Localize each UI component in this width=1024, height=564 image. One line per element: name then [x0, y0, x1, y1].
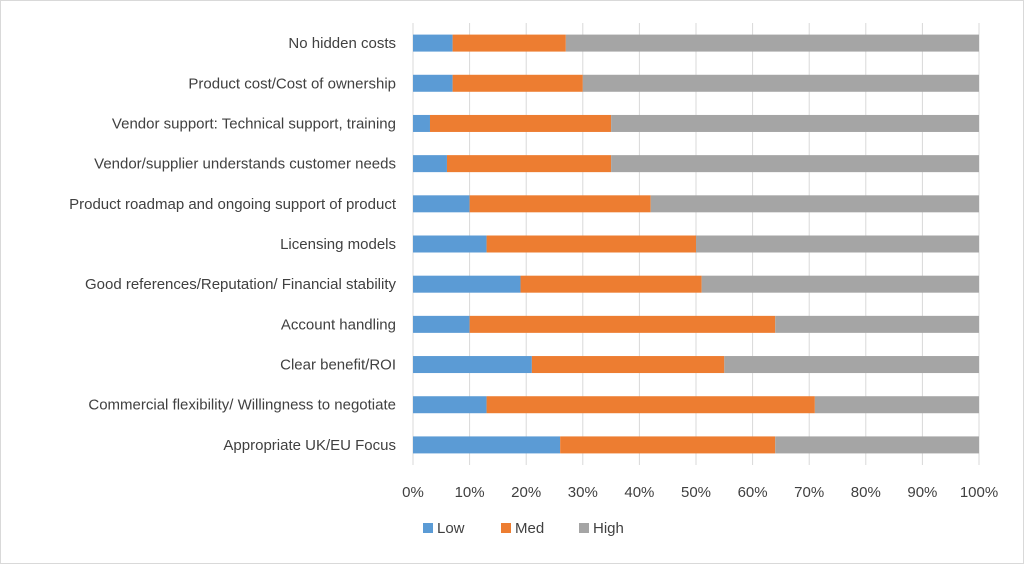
- x-tick-label: 30%: [568, 484, 598, 501]
- bar-med: [446, 155, 612, 173]
- x-tick-label: 0%: [402, 484, 424, 501]
- bar-high: [775, 436, 979, 454]
- bar-high: [696, 235, 979, 253]
- bar-high: [582, 74, 979, 92]
- bar-med: [429, 114, 612, 132]
- category-label: No hidden costs: [288, 35, 396, 52]
- bar-low: [413, 356, 532, 374]
- bar-med: [520, 275, 702, 293]
- bar-high: [701, 275, 979, 293]
- x-tick-label: 70%: [794, 484, 824, 501]
- bar-low: [413, 155, 447, 173]
- bar-low: [413, 195, 470, 213]
- bar-low: [413, 315, 470, 333]
- bar-high: [724, 356, 979, 374]
- legend-label-med: Med: [515, 520, 544, 537]
- bar-med: [469, 195, 651, 213]
- legend-label-high: High: [593, 520, 624, 537]
- x-tick-label: 20%: [511, 484, 541, 501]
- category-label: Good references/Reputation/ Financial st…: [85, 276, 397, 293]
- bar-low: [413, 235, 487, 253]
- x-tick-labels: 0% 10% 20% 30% 40% 50% 60% 70% 80% 90% 100%: [402, 484, 998, 501]
- bar-high: [814, 396, 979, 414]
- bar-high: [650, 195, 979, 213]
- legend-swatch-med: [501, 523, 511, 533]
- legend-swatch-high: [579, 523, 589, 533]
- bar-low: [413, 436, 561, 454]
- category-label: Vendor support: Technical support, train…: [112, 115, 396, 132]
- category-label: Account handling: [281, 316, 396, 333]
- category-labels: No hidden costs Product cost/Cost of owne…: [69, 35, 397, 454]
- x-tick-label: 10%: [455, 484, 485, 501]
- bar-med: [486, 396, 815, 414]
- x-tick-label: 90%: [907, 484, 937, 501]
- bar-low: [413, 74, 453, 92]
- bar-low: [413, 275, 521, 293]
- legend-label-low: Low: [437, 520, 465, 537]
- bar-med: [452, 34, 566, 52]
- x-tick-label: 40%: [624, 484, 654, 501]
- bar-high: [565, 34, 979, 52]
- x-tick-label: 100%: [960, 484, 998, 501]
- x-tick-label: 80%: [851, 484, 881, 501]
- bar-low: [413, 114, 430, 132]
- category-label: Appropriate UK/EU Focus: [223, 437, 396, 454]
- bar-med: [486, 235, 696, 253]
- bar-med: [560, 436, 776, 454]
- bar-med: [452, 74, 583, 92]
- legend-swatch-low: [423, 523, 433, 533]
- category-label: Clear benefit/ROI: [280, 357, 396, 374]
- category-label: Product cost/Cost of ownership: [188, 75, 396, 92]
- x-tick-label: 50%: [681, 484, 711, 501]
- category-label: Commercial flexibility/ Willingness to n…: [88, 397, 396, 414]
- legend: Low Med High: [423, 520, 624, 537]
- category-label: Product roadmap and ongoing support of p…: [69, 196, 397, 213]
- x-tick-label: 60%: [738, 484, 768, 501]
- bar-med: [531, 356, 725, 374]
- bar-low: [413, 34, 453, 52]
- category-label: Vendor/supplier understands customer nee…: [94, 156, 396, 173]
- bar-high: [611, 114, 979, 132]
- bar-low: [413, 396, 487, 414]
- bar-med: [469, 315, 776, 333]
- bars: [413, 34, 979, 454]
- bar-high: [775, 315, 979, 333]
- category-label: Licensing models: [280, 236, 396, 253]
- bar-high: [611, 155, 979, 173]
